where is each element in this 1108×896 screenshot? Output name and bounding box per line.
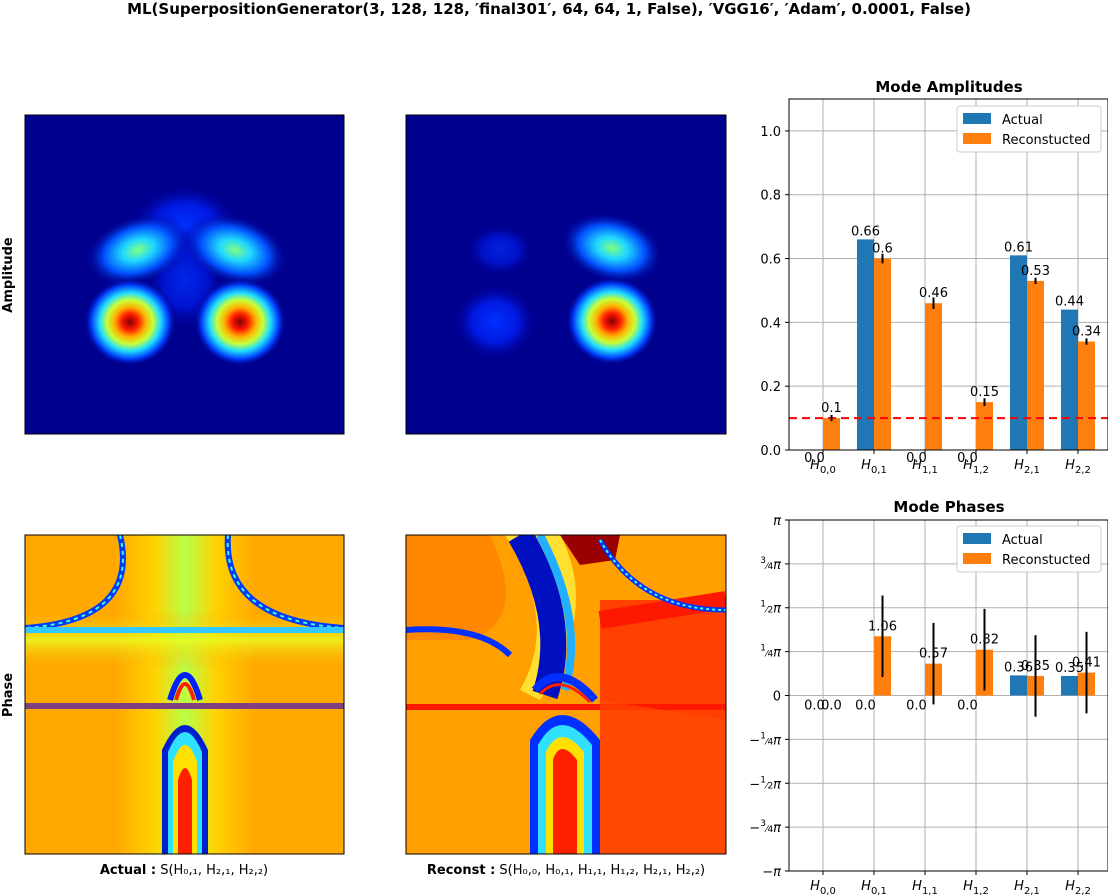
amplitude-legend: Actual Reconstucted xyxy=(956,105,1102,153)
legend-label-actual: Actual xyxy=(1002,113,1043,128)
y-tick-label: 0.6 xyxy=(760,253,781,268)
bar-reconstructed xyxy=(1027,280,1044,450)
phase-bar-chart: Mode Phases 0.0 0.0 0.0 0.00.36 0.350.01.060… xyxy=(749,498,1108,896)
amplitude-actual-image xyxy=(25,115,344,434)
legend-swatch-reconstructed xyxy=(963,133,991,144)
y-tick-label: 0 xyxy=(773,690,781,705)
x-tick-label: H2,2 xyxy=(1065,879,1091,896)
x-tick-label: H1,2 xyxy=(963,879,989,896)
phase-plot-frame xyxy=(788,519,1108,872)
bar-value-label: 0.46 xyxy=(919,286,948,301)
caption-reconst-rest: S(H₀,₀, H₀,₁, H₁,₁, H₁,₂, H₂,₁, H₂,₂) xyxy=(499,863,705,878)
phase-actual-image xyxy=(25,535,344,854)
bar-value-label: 0.35 xyxy=(1021,659,1050,674)
row-label-amplitude: Amplitude xyxy=(1,237,16,313)
x-tick-label: H0,0 xyxy=(810,879,836,896)
y-tick-label: 1.0 xyxy=(760,125,781,140)
y-tick-label: 0.0 xyxy=(760,444,781,459)
figure-suptitle: ML(SuperpositionGenerator(3, 128, 128, ′… xyxy=(127,0,971,18)
phase-chart-title: Mode Phases xyxy=(893,498,1004,516)
bar-value-label: 0.0 xyxy=(804,699,825,714)
caption-reconst-bold: Reconst : xyxy=(427,863,495,878)
x-tick-label: H1,1 xyxy=(912,458,938,476)
bar-value-label: 0.57 xyxy=(919,647,948,662)
bar-value-label: 0.66 xyxy=(851,224,880,239)
bar-value-label: 0.0 xyxy=(957,699,978,714)
legend-swatch-reconstructed xyxy=(963,553,991,564)
bar-value-label: 0.6 xyxy=(872,242,893,257)
x-tick-label: H0,1 xyxy=(861,458,887,476)
y-tick-label: 1⁄4π xyxy=(760,644,781,661)
bar-actual xyxy=(1061,675,1078,696)
y-tick-label: −1⁄4π xyxy=(749,731,781,748)
amplitude-plot-frame xyxy=(788,98,1108,451)
bar-value-label: 0.15 xyxy=(970,385,999,400)
amplitude-reconst-image xyxy=(406,115,726,434)
caption-actual-bold: Actual : xyxy=(100,863,156,878)
x-tick-label: H1,1 xyxy=(912,879,938,896)
bar-reconstructed xyxy=(976,402,993,450)
bar-value-label: 0.0 xyxy=(906,451,927,466)
y-tick-label: −3⁄4π xyxy=(749,819,781,836)
bar-value-label: 1.06 xyxy=(868,619,897,634)
y-tick-label: −1⁄2π xyxy=(749,775,781,792)
legend-label-reconstructed: Reconstucted xyxy=(1002,553,1090,568)
bar-actual xyxy=(1010,255,1027,450)
bar-value-label: 0.53 xyxy=(1021,264,1050,279)
bar-value-label: 0.61 xyxy=(1004,240,1033,255)
bar-value-label: 0.0 xyxy=(821,699,842,714)
y-tick-label: 0.2 xyxy=(760,380,781,395)
bar-value-label: 0.0 xyxy=(957,451,978,466)
x-tick-label: H0,0 xyxy=(810,458,836,476)
bar-value-label: 0.82 xyxy=(970,633,999,648)
x-tick-label: H0,1 xyxy=(861,879,887,896)
row-label-phase: Phase xyxy=(1,673,16,717)
bar-reconstructed xyxy=(874,258,891,450)
x-tick-label: H2,1 xyxy=(1014,458,1040,476)
bar-actual xyxy=(1010,675,1027,696)
bar-reconstructed xyxy=(823,418,840,450)
x-tick-label: H2,1 xyxy=(1014,879,1040,896)
bar-actual xyxy=(1061,309,1078,450)
caption-actual: Actual : S(H₀,₁, H₂,₁, H₂,₂) xyxy=(100,863,268,878)
bar-actual xyxy=(857,239,874,450)
bar-reconstructed xyxy=(1078,341,1095,450)
bar-value-label: 0.0 xyxy=(804,451,825,466)
bar-value-label: 0.34 xyxy=(1072,325,1101,340)
x-tick-label: H2,2 xyxy=(1065,458,1091,476)
caption-reconst: Reconst : S(H₀,₀, H₀,₁, H₁,₁, H₁,₂, H₂,₁… xyxy=(427,863,705,878)
y-tick-label: −π xyxy=(762,865,781,880)
phase-legend: Actual Reconstucted xyxy=(956,525,1102,573)
bar-reconstructed xyxy=(925,303,942,450)
phase-reconst-image xyxy=(406,535,726,854)
bar-value-label: 0.36 xyxy=(1004,660,1033,675)
y-tick-label: 1⁄2π xyxy=(760,600,781,617)
amplitude-bar-chart: Mode Amplitudes 0.0 0.66 0.0 0.0 0.61 0.44 0.1… xyxy=(760,78,1108,476)
y-tick-label: 0.8 xyxy=(760,189,781,204)
legend-swatch-actual xyxy=(963,113,991,124)
bar-value-label: 0.0 xyxy=(906,699,927,714)
legend-swatch-actual xyxy=(963,533,991,544)
legend-label-reconstructed: Reconstucted xyxy=(1002,133,1090,148)
bar-value-label: 0.35 xyxy=(1055,661,1084,676)
x-tick-label: H1,2 xyxy=(963,458,989,476)
bar-value-label: 0.41 xyxy=(1072,656,1101,671)
legend-label-actual: Actual xyxy=(1002,533,1043,548)
bar-value-label: 0.1 xyxy=(821,401,842,416)
bar-value-label: 0.0 xyxy=(855,699,876,714)
y-tick-label: 0.4 xyxy=(760,316,781,331)
bar-value-label: 0.44 xyxy=(1055,295,1084,310)
caption-actual-rest: S(H₀,₁, H₂,₁, H₂,₂) xyxy=(160,863,268,878)
y-tick-label: π xyxy=(773,514,781,529)
y-tick-label: 3⁄4π xyxy=(760,556,781,573)
amplitude-chart-title: Mode Amplitudes xyxy=(875,78,1022,96)
